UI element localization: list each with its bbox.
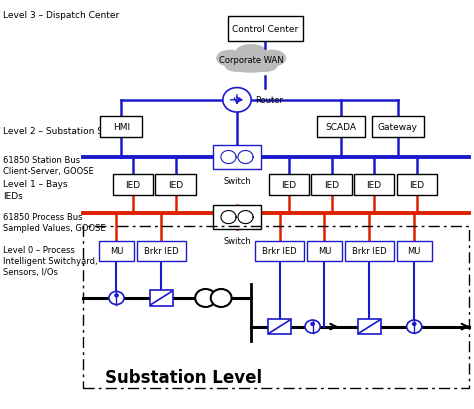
Text: HMI: HMI (113, 123, 130, 132)
Text: Brkr IED: Brkr IED (352, 247, 387, 256)
Text: Switch: Switch (223, 177, 251, 186)
Circle shape (109, 292, 124, 305)
Bar (354, 174, 394, 196)
Text: Gateway: Gateway (378, 123, 418, 132)
Text: IED: IED (366, 180, 382, 189)
Bar (269, 174, 309, 196)
Circle shape (211, 289, 232, 307)
Text: Level 3 – Dispatch Center: Level 3 – Dispatch Center (3, 11, 119, 20)
Text: Router: Router (255, 96, 283, 105)
Text: 61850 Station Bus
Client-Server, GOOSE: 61850 Station Bus Client-Server, GOOSE (3, 155, 94, 175)
Text: Control Center: Control Center (232, 25, 299, 34)
Text: MU: MU (318, 247, 331, 256)
Bar (83, 227, 469, 388)
Ellipse shape (254, 60, 277, 72)
Bar (150, 290, 173, 306)
Circle shape (305, 320, 320, 333)
Bar (137, 242, 186, 261)
Text: IED: IED (409, 180, 424, 189)
Text: Substation Level: Substation Level (105, 368, 262, 386)
Text: IED: IED (126, 180, 141, 189)
Bar (255, 242, 304, 261)
Bar (113, 174, 153, 196)
Ellipse shape (259, 51, 285, 67)
Text: Level 1 – Bays
IEDs: Level 1 – Bays IEDs (3, 180, 68, 200)
Text: Brkr IED: Brkr IED (144, 247, 179, 256)
Ellipse shape (217, 51, 243, 67)
Circle shape (407, 320, 422, 333)
Bar (307, 242, 342, 261)
Bar (213, 146, 261, 169)
Circle shape (115, 294, 118, 297)
Bar (357, 319, 381, 335)
Bar (100, 117, 143, 138)
Bar (318, 117, 365, 138)
Text: Level 2 – Substation SAS: Level 2 – Substation SAS (3, 127, 115, 136)
Circle shape (311, 323, 314, 326)
Text: IED: IED (282, 180, 297, 189)
Bar (311, 174, 352, 196)
Text: IED: IED (324, 180, 339, 189)
Text: 61850 Process Bus
Sampled Values, GOOSE: 61850 Process Bus Sampled Values, GOOSE (3, 213, 106, 233)
Bar (397, 174, 437, 196)
Bar (99, 242, 134, 261)
Circle shape (195, 289, 216, 307)
Bar (268, 319, 292, 335)
Text: MU: MU (110, 247, 123, 256)
Bar (228, 17, 303, 41)
Text: Level 0 – Process
Intelligent Switchyard,
Sensors, I/Os: Level 0 – Process Intelligent Switchyard… (3, 245, 98, 276)
Text: Corporate WAN: Corporate WAN (219, 56, 283, 65)
Ellipse shape (236, 45, 266, 62)
Text: Brkr IED: Brkr IED (262, 247, 297, 256)
Circle shape (223, 88, 251, 113)
Ellipse shape (230, 61, 273, 73)
Bar (397, 242, 432, 261)
Bar (155, 174, 196, 196)
Text: Switch: Switch (223, 237, 251, 246)
Text: MU: MU (408, 247, 421, 256)
Bar (345, 242, 394, 261)
Text: IED: IED (168, 180, 183, 189)
Bar (213, 206, 261, 229)
Ellipse shape (225, 60, 249, 72)
Circle shape (412, 323, 416, 326)
Text: SCADA: SCADA (326, 123, 356, 132)
Bar (372, 117, 424, 138)
